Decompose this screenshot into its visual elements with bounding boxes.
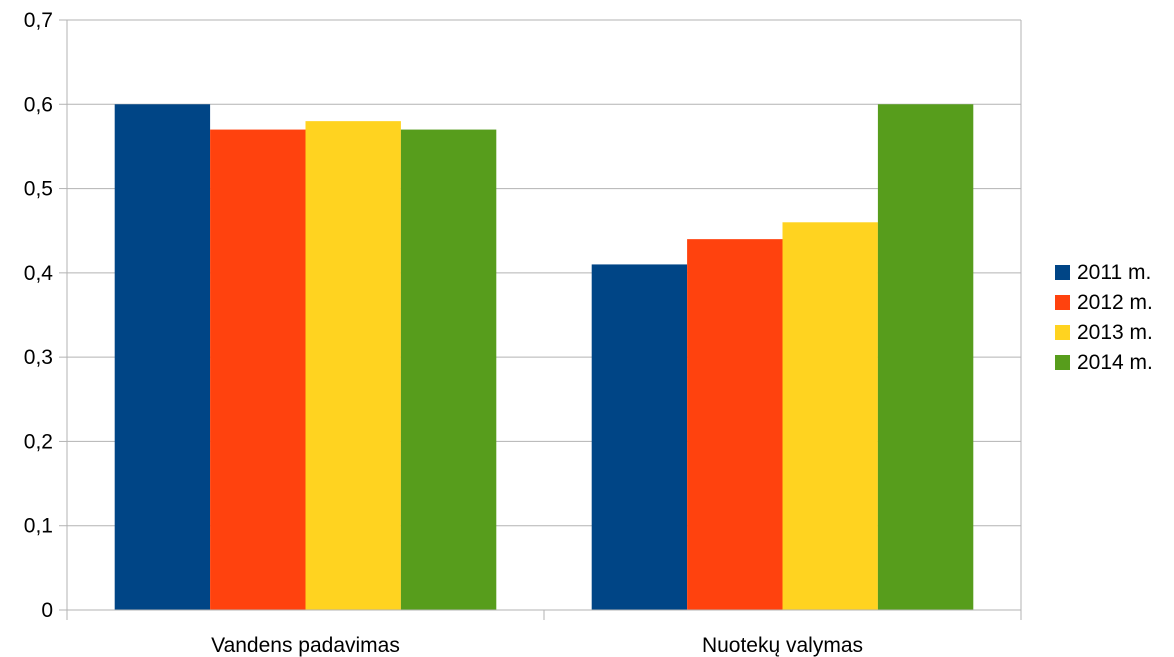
y-tick-label: 0,1 [24,515,53,538]
legend-label: 2014 m. [1077,351,1153,374]
legend: 2011 m. 2012 m. 2013 m. 2014 m. [1055,261,1153,374]
legend-label: 2012 m. [1077,291,1153,314]
bar-2014-m-1 [877,104,974,611]
bar-2011-m-1 [591,264,688,610]
legend-swatch [1055,265,1070,280]
bars [114,104,974,611]
x-category-label: Nuotekų valymas [702,634,863,657]
y-tick-label: 0,4 [24,262,54,285]
y-tick-label: 0,3 [24,346,53,369]
bar-2013-m-1 [782,222,878,611]
y-tick-label: 0,2 [24,430,53,453]
legend-swatch [1055,295,1070,310]
axes [66,20,1022,620]
legend-swatch [1055,325,1070,340]
x-axis-categories: Vandens padavimas Nuotekų valymas [211,634,863,657]
legend-swatch [1055,355,1070,370]
legend-label: 2013 m. [1077,321,1153,344]
bar-2014-m-0 [400,129,497,611]
x-category-label: Vandens padavimas [211,634,400,657]
bar-2012-m-0 [210,129,306,611]
bar-2011-m-0 [114,104,211,611]
y-tick-label: 0,6 [24,93,53,116]
bar-2012-m-1 [687,239,783,610]
y-tick-label: 0,7 [24,9,53,32]
y-tick-label: 0 [41,599,53,622]
bar-2013-m-0 [305,121,401,611]
y-tick-label: 0,5 [24,178,53,201]
y-axis-ticks: 0 0,1 0,2 0,3 0,4 0,5 0,6 0,7 [24,9,67,622]
legend-label: 2011 m. [1077,261,1151,284]
